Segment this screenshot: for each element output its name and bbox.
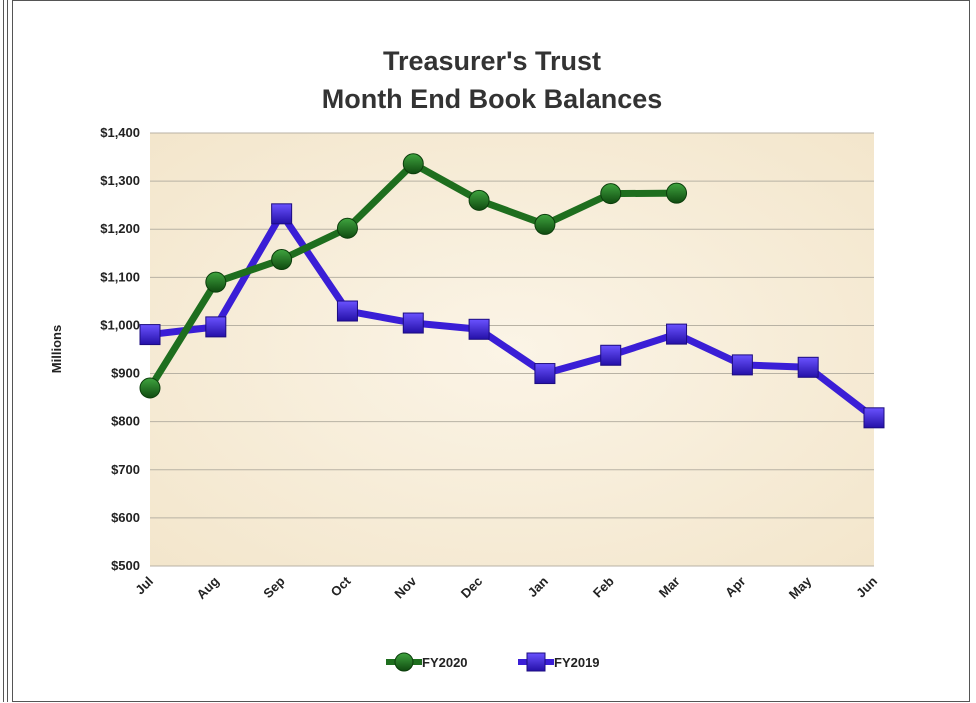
data-point bbox=[139, 377, 161, 399]
y-tick-label: $500 bbox=[111, 558, 140, 573]
left-frame-line bbox=[3, 0, 4, 702]
data-point bbox=[666, 323, 688, 345]
gridlines bbox=[150, 132, 874, 567]
legend-item-FY2019: FY2019 bbox=[518, 652, 600, 672]
y-tick-label: $1,100 bbox=[100, 269, 140, 284]
data-point bbox=[468, 189, 490, 211]
y-tick-label: $1,000 bbox=[100, 317, 140, 332]
x-tick-label: Nov bbox=[391, 573, 420, 602]
legend-label: FY2019 bbox=[554, 655, 600, 670]
series-line bbox=[149, 210, 877, 421]
data-point bbox=[402, 312, 424, 334]
data-point bbox=[271, 249, 293, 271]
x-tick-label: Mar bbox=[656, 574, 683, 601]
data-point bbox=[139, 324, 161, 346]
chart-container: Treasurer's Trust Month End Book Balance… bbox=[12, 0, 970, 702]
y-axis-label: Millions bbox=[49, 325, 64, 373]
data-point bbox=[863, 407, 885, 429]
series-FY2019 bbox=[139, 203, 885, 429]
data-point bbox=[336, 217, 358, 239]
data-point bbox=[666, 182, 688, 204]
data-point bbox=[797, 356, 819, 378]
y-tick-label: $700 bbox=[111, 462, 140, 477]
y-tick-labels: $500 $600 $700 $800 $900 $1,000 $1,100 $1,200 $1… bbox=[100, 125, 140, 573]
series-FY2020 bbox=[139, 153, 688, 399]
y-tick-label: $1,200 bbox=[100, 221, 140, 236]
x-tick-label: Sep bbox=[260, 573, 288, 601]
data-point bbox=[402, 153, 424, 175]
data-point bbox=[468, 318, 490, 340]
x-tick-label: Apr bbox=[722, 574, 748, 600]
y-tick-label: $1,400 bbox=[100, 125, 140, 140]
x-tick-labels: Jul Aug Sep Oct Nov Dec Jan Feb Mar Apr May Jun bbox=[132, 573, 880, 602]
data-point bbox=[731, 354, 753, 376]
legend-marker bbox=[526, 652, 546, 672]
chart-title-line-2: Month End Book Balances bbox=[321, 84, 663, 114]
data-point bbox=[205, 316, 227, 338]
x-tick-label: Oct bbox=[328, 573, 354, 599]
data-point bbox=[271, 203, 293, 225]
x-tick-label: Jun bbox=[853, 573, 880, 600]
legend-item-FY2020: FY2020 bbox=[386, 652, 468, 672]
y-tick-label: $900 bbox=[111, 366, 140, 381]
data-point bbox=[534, 363, 556, 385]
x-tick-label: May bbox=[786, 573, 815, 602]
legend-marker bbox=[394, 652, 414, 672]
x-tick-label: Jul bbox=[132, 574, 156, 598]
y-tick-label: $800 bbox=[111, 414, 140, 429]
data-point bbox=[336, 300, 358, 322]
chart-title-line-1: Treasurer's Trust bbox=[382, 46, 602, 76]
data-point bbox=[600, 344, 622, 366]
x-tick-label: Aug bbox=[193, 573, 222, 602]
y-tick-label: $1,300 bbox=[100, 173, 140, 188]
y-tick-label: $600 bbox=[111, 510, 140, 525]
legend-label: FY2020 bbox=[422, 655, 468, 670]
x-tick-label: Jan bbox=[525, 573, 551, 599]
x-tick-label: Feb bbox=[590, 573, 617, 600]
line-chart: $500 $600 $700 $800 $900 $1,000 $1,100 $1,200 $1… bbox=[49, 125, 885, 672]
data-point bbox=[534, 213, 556, 235]
legend: FY2020 FY2019 bbox=[386, 652, 600, 672]
series bbox=[139, 153, 885, 429]
data-point bbox=[205, 271, 227, 293]
left-frame-line-inner bbox=[7, 0, 8, 702]
x-tick-label: Dec bbox=[458, 574, 485, 601]
data-point bbox=[600, 183, 622, 205]
